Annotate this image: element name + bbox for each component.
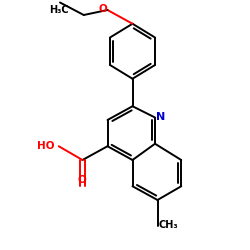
- Text: O: O: [98, 4, 108, 14]
- Text: N: N: [156, 112, 165, 122]
- Text: H₃C: H₃C: [49, 5, 68, 15]
- Text: O: O: [77, 175, 86, 185]
- Text: CH₃: CH₃: [159, 220, 178, 230]
- Text: HO: HO: [37, 141, 54, 151]
